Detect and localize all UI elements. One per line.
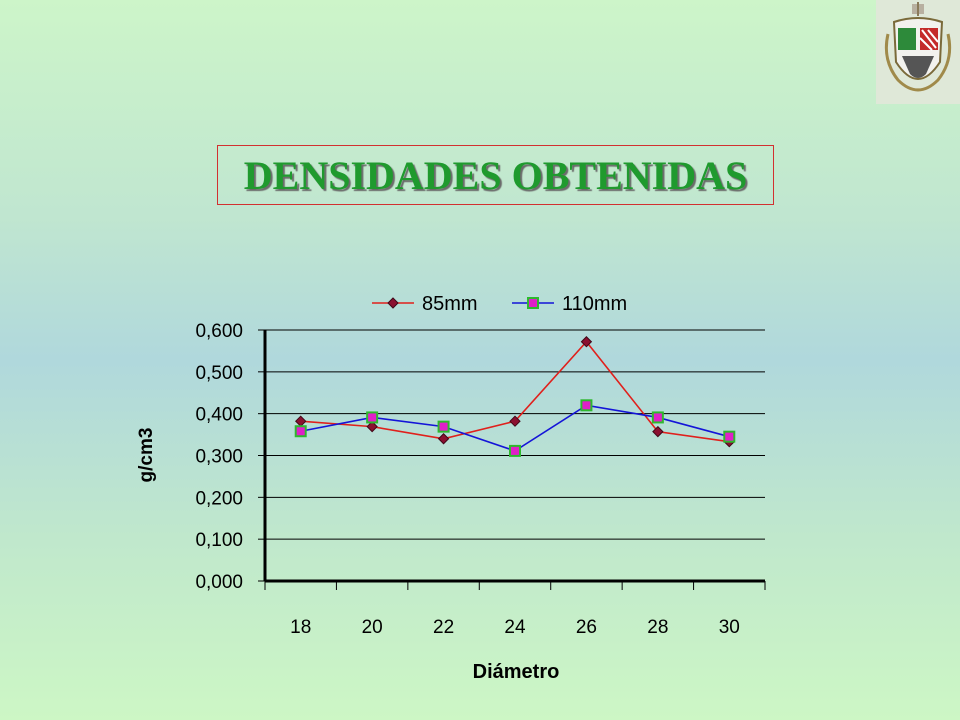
x-tick-label: 28 [647, 617, 668, 638]
x-tick-label: 24 [504, 617, 526, 638]
coat-of-arms-icon [876, 0, 960, 104]
x-tick-label: 30 [719, 617, 740, 638]
title-box: DENSIDADES OBTENIDAS [217, 145, 774, 205]
y-tick-label: 0,100 [195, 530, 243, 551]
data-point-110mm [294, 425, 307, 438]
x-tick-label: 26 [576, 617, 597, 638]
legend-label: 85mm [422, 293, 478, 315]
x-tick-label: 20 [362, 617, 383, 638]
x-tick-label: 18 [290, 617, 311, 638]
data-point-110mm [509, 444, 521, 457]
data-point-85mm [295, 415, 307, 427]
legend-marker [527, 297, 539, 309]
x-axis-label: Diámetro [473, 661, 560, 683]
data-point-110mm [366, 411, 379, 424]
data-point-110mm [651, 411, 664, 424]
data-point-110mm [723, 430, 736, 443]
x-tick-label: 22 [433, 617, 454, 638]
y-tick-label: 0,300 [195, 447, 243, 468]
y-tick-label: 0,400 [195, 405, 243, 426]
series-line-110mm [300, 404, 730, 452]
y-axis-label: g/cm3 [136, 428, 157, 483]
data-point-85mm [437, 433, 450, 445]
data-point-85mm [580, 336, 593, 348]
data-point-85mm [509, 415, 521, 427]
y-tick-label: 0,500 [195, 363, 243, 384]
legend-marker [387, 297, 399, 309]
y-tick-label: 0,000 [195, 572, 243, 593]
legend-label: 110mm [562, 293, 627, 315]
data-point-85mm [366, 420, 378, 433]
y-tick-label: 0,200 [195, 488, 243, 509]
y-tick-label: 0,600 [195, 321, 243, 342]
data-point-110mm [580, 399, 593, 412]
data-point-85mm [652, 425, 664, 438]
data-point-110mm [437, 420, 450, 433]
page-title: DENSIDADES OBTENIDAS [243, 152, 748, 198]
